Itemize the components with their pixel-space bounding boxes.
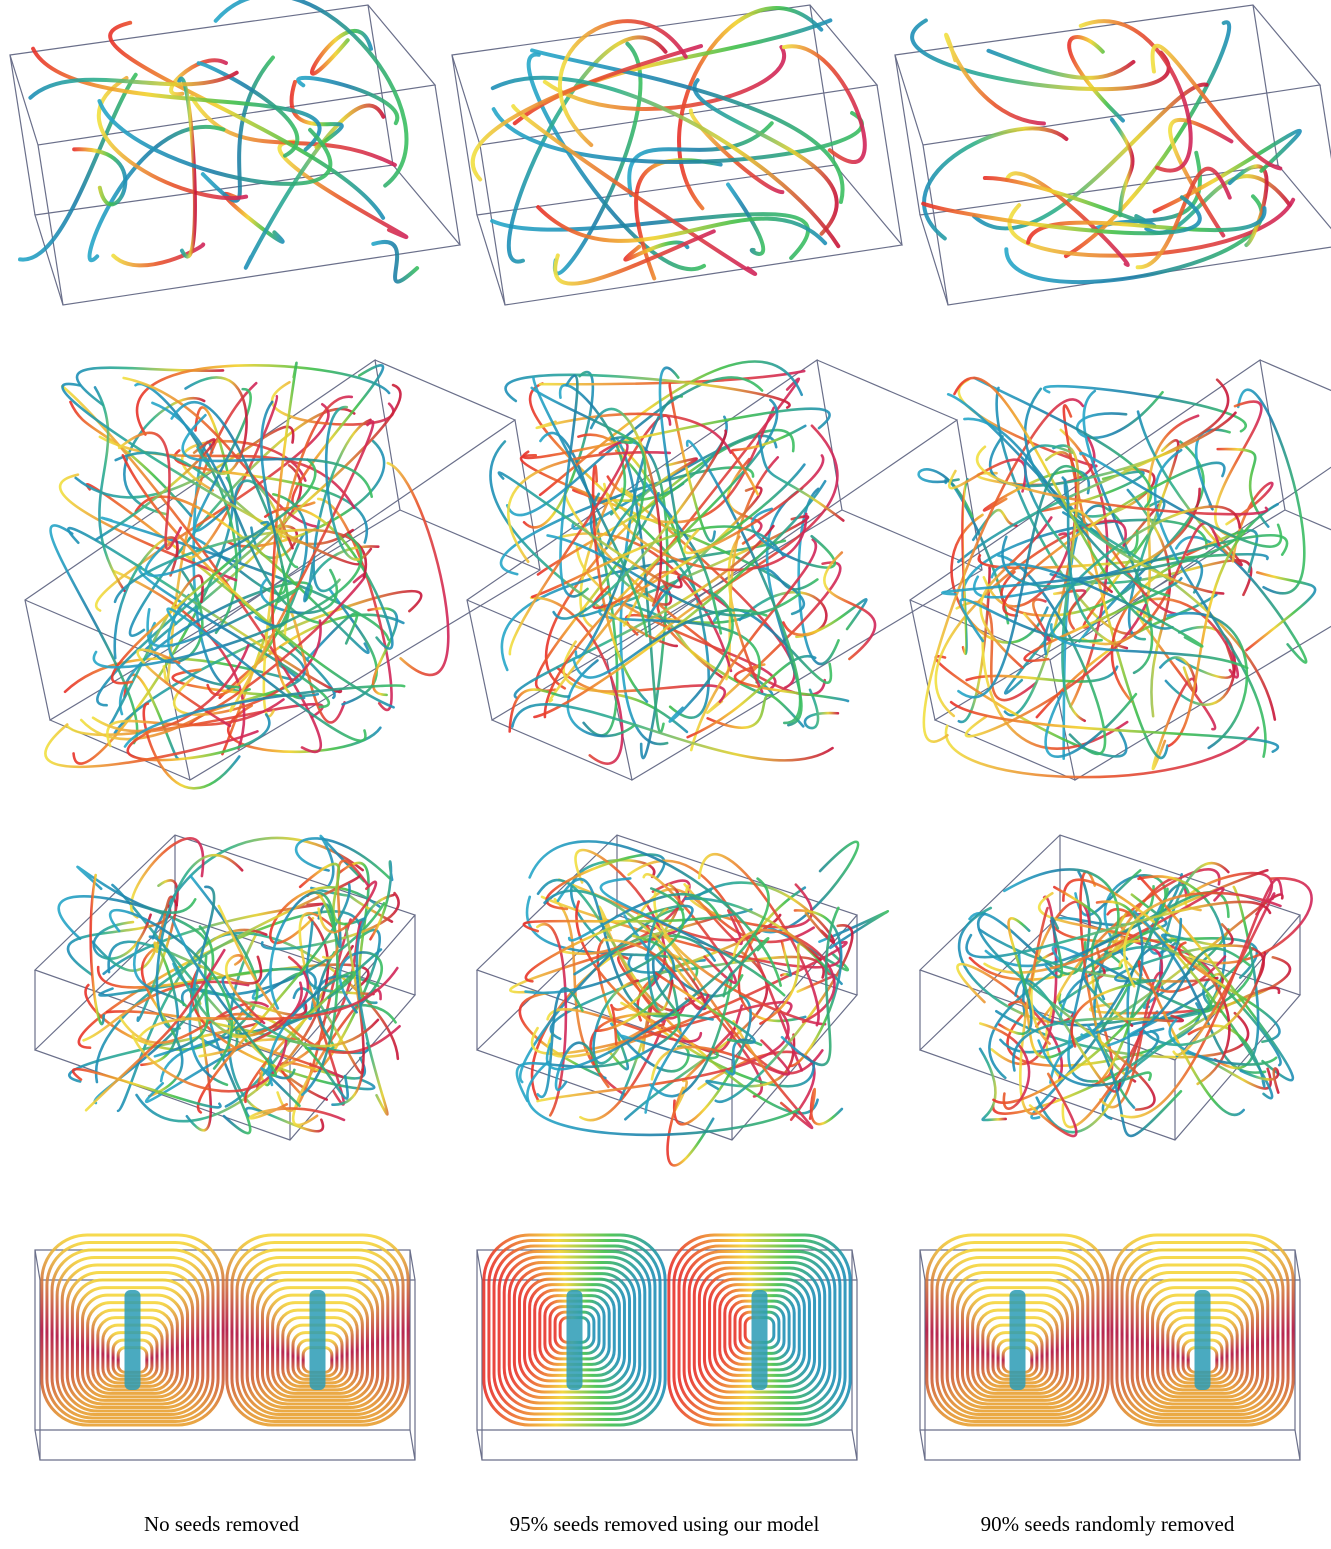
box-edge bbox=[10, 55, 35, 215]
box-edge bbox=[375, 360, 515, 420]
box-edge bbox=[1260, 360, 1331, 420]
streamline bbox=[59, 896, 207, 943]
box-edge bbox=[895, 55, 920, 215]
caption: 90% seeds randomly removed bbox=[886, 1512, 1329, 1537]
streamline bbox=[228, 706, 380, 752]
box-edge bbox=[1285, 510, 1331, 570]
box-edge bbox=[477, 1250, 482, 1280]
streamline bbox=[512, 704, 832, 760]
box-edge bbox=[877, 85, 902, 245]
box-edge bbox=[817, 360, 957, 420]
vortex-core bbox=[310, 1290, 326, 1390]
streamline bbox=[279, 142, 406, 237]
box-edge bbox=[400, 510, 540, 570]
box-edge bbox=[477, 1430, 482, 1460]
streamline bbox=[20, 75, 136, 260]
streamline bbox=[988, 51, 1133, 78]
box-edge bbox=[852, 1430, 857, 1460]
box-edge bbox=[435, 85, 460, 245]
streamline-figure bbox=[0, 0, 1331, 1500]
streamline bbox=[74, 149, 125, 204]
streamline bbox=[95, 387, 124, 590]
streamline bbox=[1028, 208, 1264, 243]
box-edge bbox=[923, 145, 948, 305]
box-edge bbox=[410, 1250, 415, 1280]
streamline bbox=[1077, 392, 1162, 438]
streamline bbox=[924, 128, 1066, 238]
streamline bbox=[1044, 386, 1246, 431]
streamline bbox=[560, 376, 587, 597]
streamline bbox=[974, 85, 1206, 229]
vortex-core bbox=[752, 1290, 768, 1390]
vortex-core bbox=[1195, 1290, 1211, 1390]
box-edge bbox=[1295, 1430, 1300, 1460]
streamline bbox=[171, 60, 226, 94]
box-edge bbox=[35, 1430, 40, 1460]
box-edge bbox=[1295, 1250, 1300, 1280]
streamline bbox=[312, 31, 371, 74]
streamline bbox=[912, 20, 1169, 89]
streamline bbox=[824, 553, 875, 659]
vortex-core bbox=[1010, 1290, 1026, 1390]
streamline bbox=[68, 906, 170, 974]
vortex-core bbox=[567, 1290, 583, 1390]
streamline bbox=[1153, 679, 1195, 769]
box-edge bbox=[452, 55, 477, 215]
box-edge bbox=[920, 1250, 925, 1280]
box-edge bbox=[920, 1430, 925, 1460]
streamline bbox=[510, 690, 569, 732]
streamline bbox=[373, 242, 417, 282]
box-edge bbox=[852, 1250, 857, 1280]
figure-page: {"figure": {"captions": ["No seeds remov… bbox=[0, 0, 1331, 1549]
box-edge bbox=[410, 1430, 415, 1460]
caption: 95% seeds removed using our model bbox=[443, 1512, 886, 1537]
streamline bbox=[1160, 657, 1196, 691]
caption: No seeds removed bbox=[0, 1512, 443, 1537]
vortex-core bbox=[125, 1290, 141, 1390]
box-edge bbox=[38, 145, 63, 305]
box-edge bbox=[35, 1250, 40, 1280]
streamline bbox=[1006, 196, 1261, 282]
streamline bbox=[473, 46, 701, 179]
box-edge bbox=[1253, 5, 1278, 165]
